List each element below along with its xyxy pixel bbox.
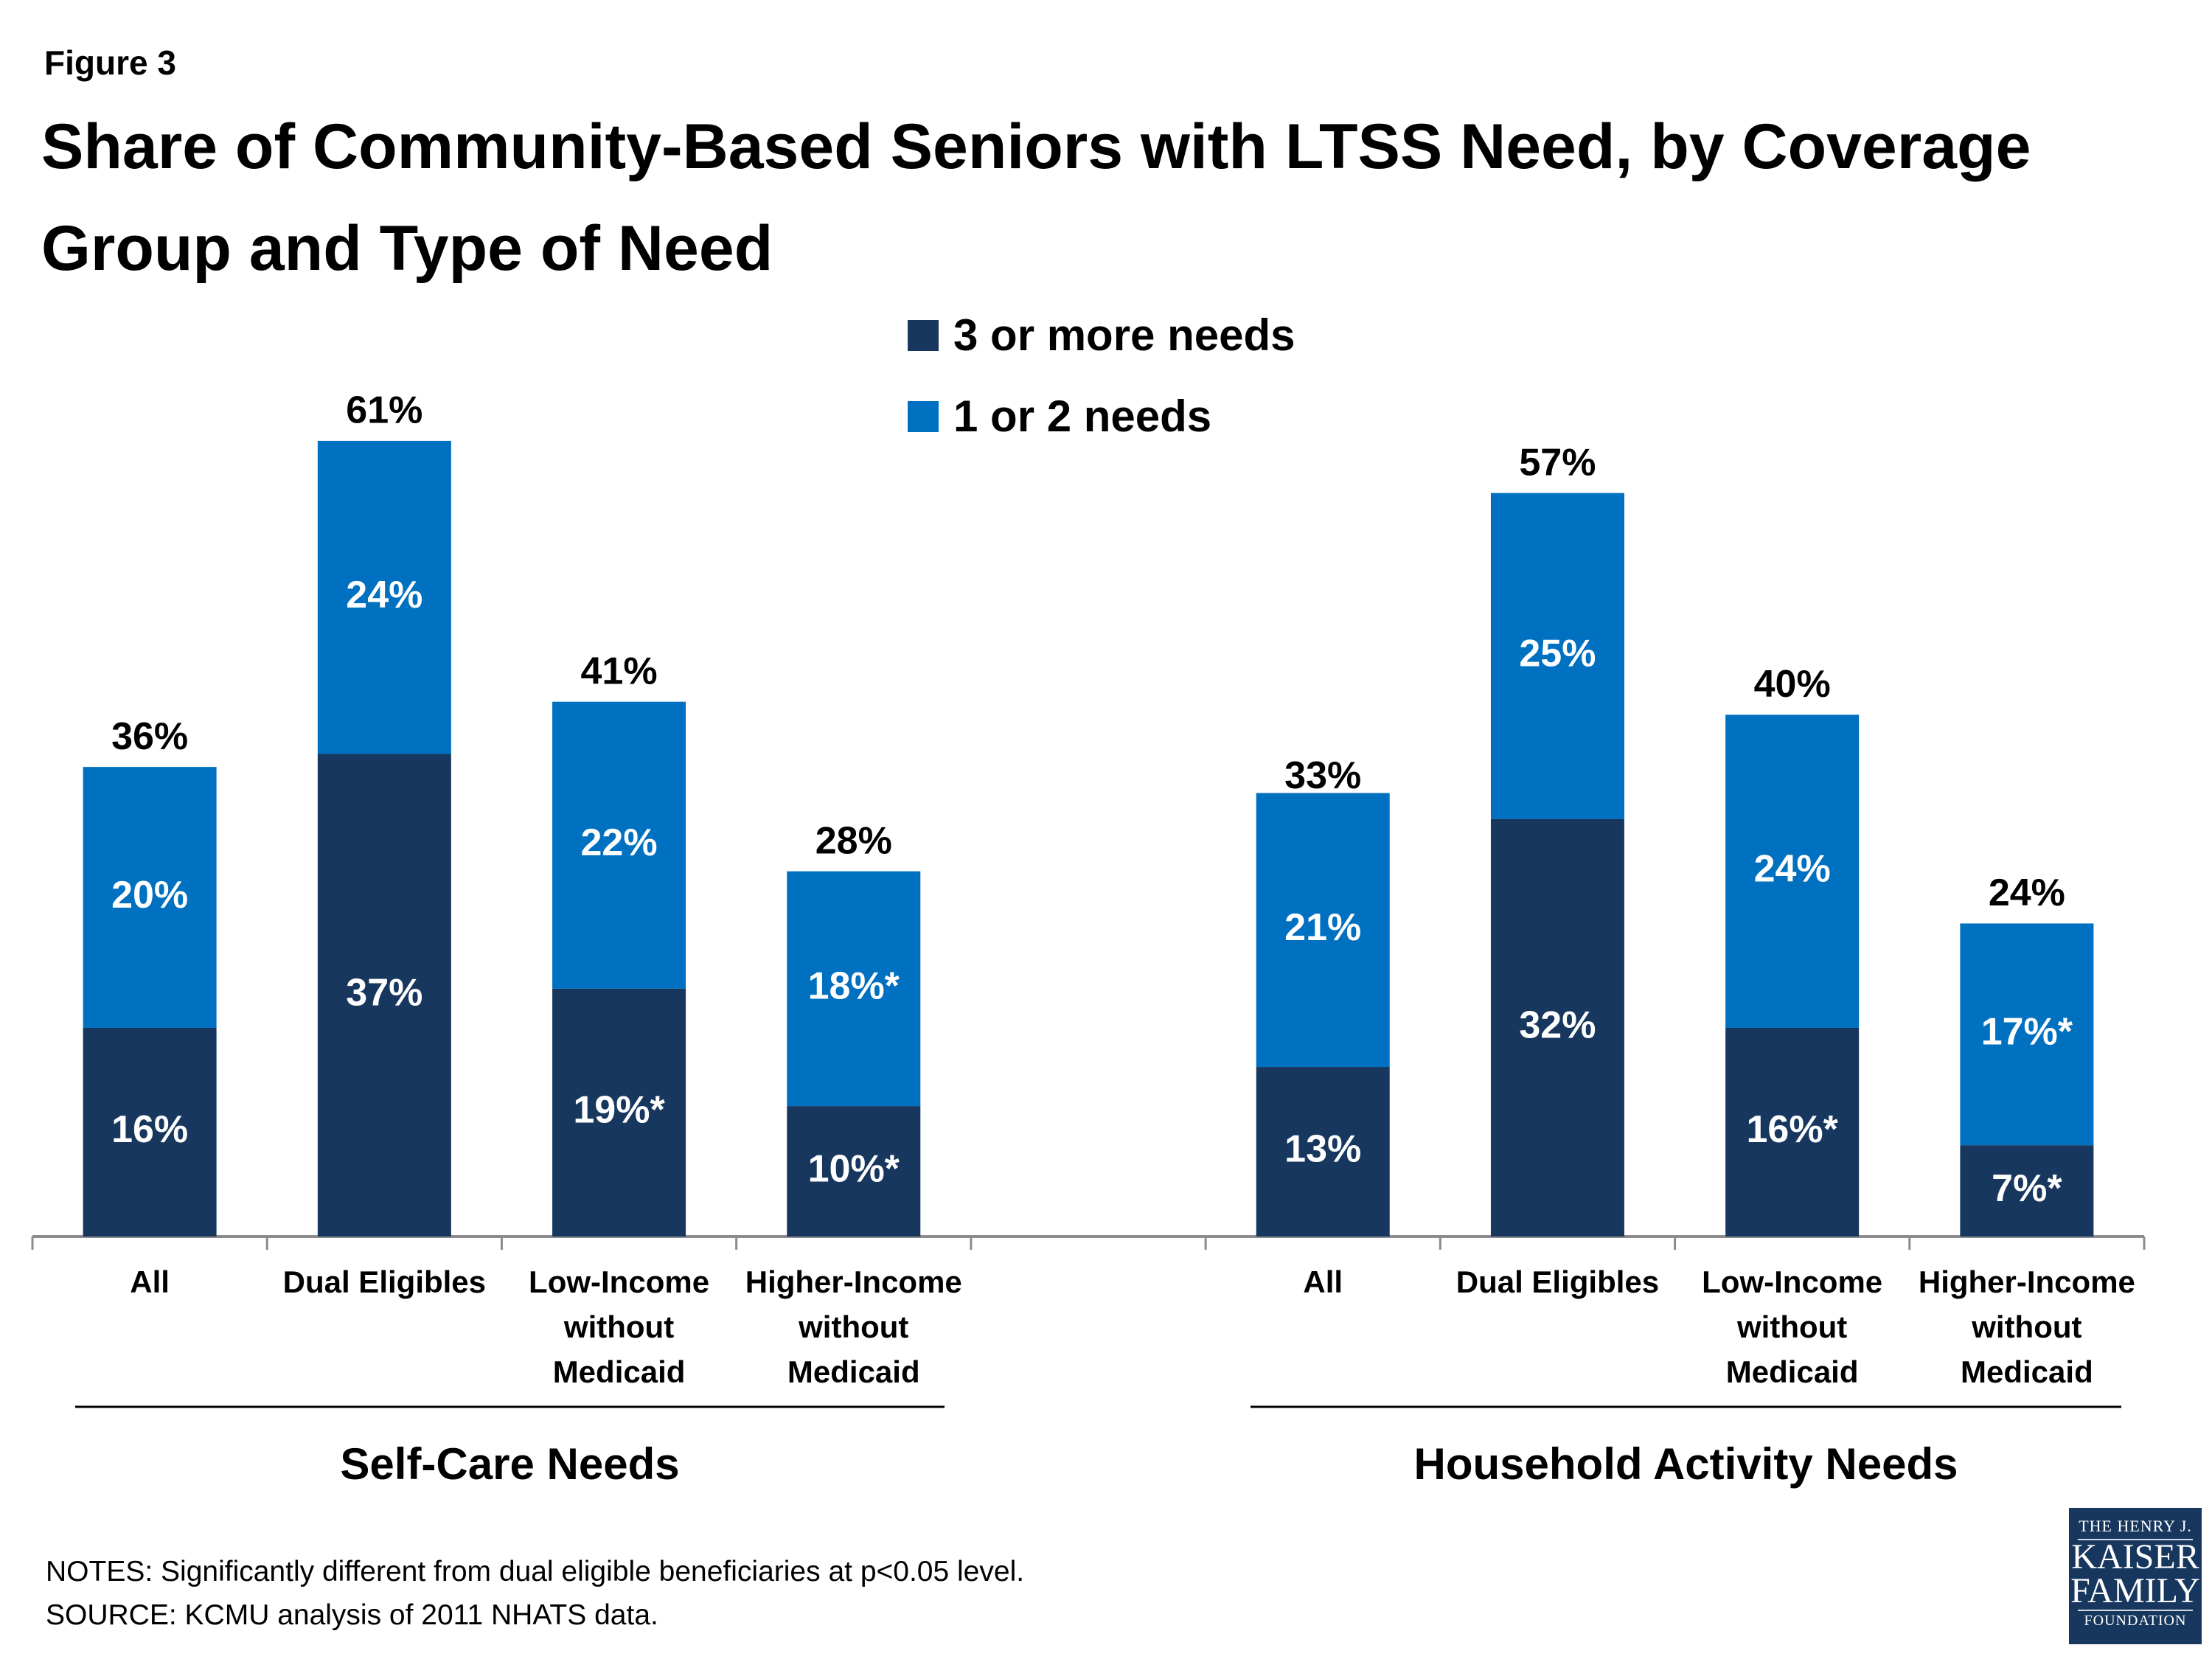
data-label: 24%	[1754, 847, 1831, 890]
total-label: 61%	[346, 389, 422, 432]
notes-line: NOTES: Significantly different from dual…	[46, 1556, 1025, 1587]
category-label: Higher-Income	[1919, 1265, 2135, 1299]
category-label: without	[563, 1310, 674, 1344]
category-label: All	[130, 1265, 170, 1299]
bar-segment-1-or-2	[787, 871, 921, 1107]
data-label: 17%*	[1981, 1011, 2073, 1054]
data-label: 18%*	[808, 965, 900, 1008]
category-label: without	[798, 1310, 908, 1344]
data-label: 10%*	[808, 1147, 900, 1190]
bar-segment-3-or-more	[83, 1027, 217, 1237]
logo-line: KAISER	[2071, 1537, 2199, 1576]
bar-segment-3-or-more	[317, 754, 451, 1237]
category-label: Medicaid	[1961, 1354, 2093, 1389]
notes: NOTES: Significantly different from dual…	[46, 1550, 1024, 1637]
total-label: 57%	[1519, 441, 1596, 484]
kff-logo: THE HENRY J. KAISER FAMILY FOUNDATION	[2069, 1508, 2202, 1644]
category-label: Medicaid	[553, 1354, 686, 1389]
category-label: Dual Eligibles	[1456, 1265, 1659, 1299]
total-label: 40%	[1754, 663, 1831, 706]
bar-segment-1-or-2	[1725, 714, 1860, 1028]
category-label: Higher-Income	[745, 1265, 962, 1299]
group-label: Household Activity Needs	[1414, 1439, 1958, 1489]
logo-line: FOUNDATION	[2084, 1613, 2187, 1629]
logo-line: THE HENRY J.	[2079, 1517, 2192, 1535]
category-label: Medicaid	[787, 1354, 920, 1389]
source-line: SOURCE: KCMU analysis of 2011 NHATS data…	[46, 1599, 658, 1631]
bar-segment-3-or-more	[1256, 1067, 1390, 1237]
data-label: 37%	[346, 971, 422, 1014]
chart-title: Share of Community-Based Seniors with LT…	[41, 111, 2031, 284]
legend-swatch	[908, 319, 939, 351]
legend-label: 3 or more needs	[953, 310, 1295, 360]
total-label: 24%	[1989, 872, 2065, 914]
data-label: 16%	[111, 1108, 188, 1151]
total-label: 28%	[815, 819, 892, 862]
legend-label: 1 or 2 needs	[953, 392, 1212, 441]
total-label: 33%	[1284, 754, 1361, 797]
category-label: Dual Eligibles	[283, 1265, 486, 1299]
bar-segment-3-or-more	[552, 988, 686, 1237]
bar-segment-1-or-2	[1960, 923, 2094, 1146]
data-label: 25%	[1519, 633, 1596, 675]
data-label: 16%*	[1747, 1108, 1839, 1151]
category-label: without	[1971, 1310, 2081, 1344]
bar-segment-1-or-2	[1256, 793, 1390, 1068]
logo-line: FAMILY	[2070, 1571, 2200, 1610]
bar-segment-1-or-2	[317, 440, 451, 754]
bar-segment-1-or-2	[83, 767, 217, 1028]
data-label: 13%	[1284, 1128, 1361, 1171]
category-label: without	[1736, 1310, 1847, 1344]
data-label: 21%	[1284, 906, 1361, 949]
figure-label: Figure 3	[44, 44, 176, 82]
bar-segment-3-or-more	[787, 1106, 921, 1237]
data-label: 32%	[1519, 1004, 1596, 1047]
group-label: Self-Care Needs	[340, 1439, 679, 1489]
data-label: 22%	[581, 821, 658, 864]
category-label: Low-Income	[529, 1265, 709, 1299]
bar-segment-3-or-more	[1960, 1145, 2094, 1237]
legend-swatch	[908, 400, 939, 432]
legend-item-3-or-more: 3 or more needs	[908, 310, 1295, 361]
bar-segment-1-or-2	[552, 701, 686, 989]
bar-segment-3-or-more	[1490, 818, 1624, 1237]
data-label: 7%*	[1992, 1167, 2062, 1210]
total-label: 41%	[581, 650, 658, 692]
data-label: 20%	[111, 874, 188, 917]
bar-segment-1-or-2	[1490, 493, 1624, 819]
legend-item-1-or-2: 1 or 2 needs	[908, 391, 1211, 442]
category-label: Low-Income	[1702, 1265, 1882, 1299]
data-label: 19%*	[573, 1089, 665, 1132]
category-label: Medicaid	[1726, 1354, 1859, 1389]
category-label: All	[1303, 1265, 1343, 1299]
bar-segment-3-or-more	[1725, 1027, 1860, 1237]
data-label: 24%	[346, 574, 422, 616]
total-label: 36%	[111, 715, 188, 758]
